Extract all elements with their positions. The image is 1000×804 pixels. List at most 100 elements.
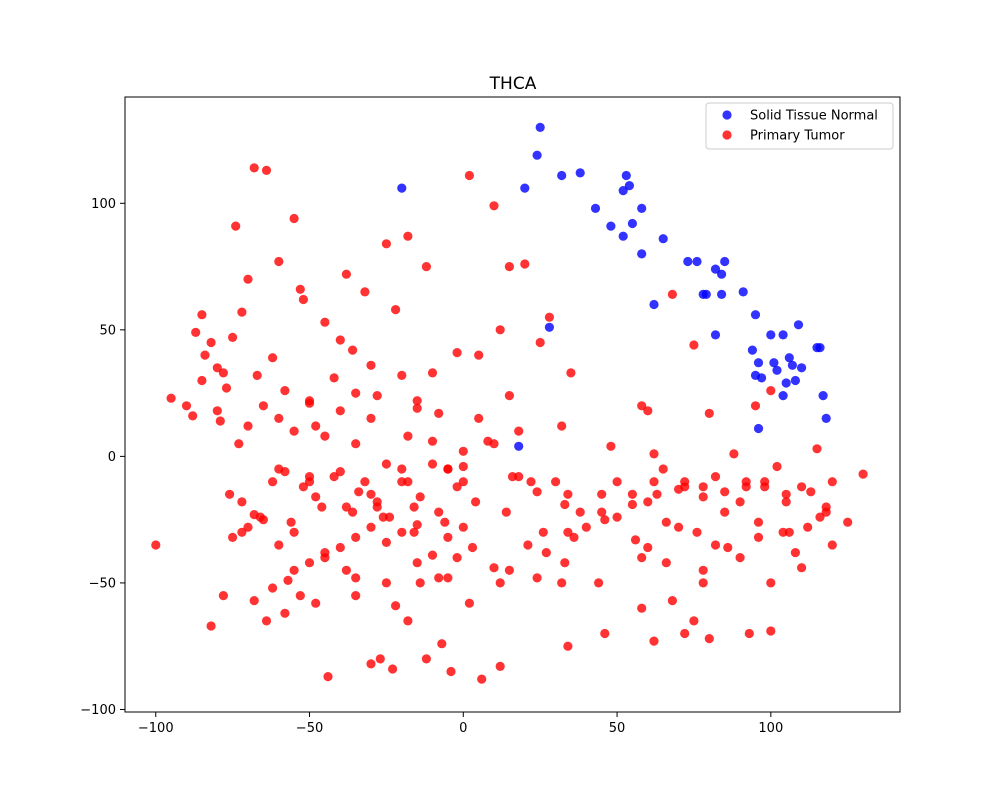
data-point (295, 591, 305, 601)
data-point (729, 449, 739, 459)
data-point (815, 512, 825, 522)
data-point (243, 522, 253, 532)
data-point (434, 573, 444, 583)
x-tick-label: −100 (138, 721, 174, 736)
data-point (704, 408, 714, 418)
data-point (268, 583, 278, 593)
data-point (341, 565, 351, 575)
data-point (747, 345, 758, 355)
data-point (351, 591, 361, 601)
data-point (821, 413, 831, 423)
data-point (717, 269, 727, 279)
data-point (206, 621, 216, 631)
data-point (243, 421, 253, 431)
data-point (218, 591, 228, 601)
data-point (812, 444, 822, 454)
data-point (637, 249, 647, 259)
data-point (495, 578, 505, 588)
data-point (471, 497, 481, 507)
data-point (766, 330, 776, 340)
data-point (151, 540, 161, 550)
data-point (551, 477, 561, 487)
data-point (627, 489, 638, 499)
data-point (298, 294, 308, 305)
data-point (231, 221, 241, 231)
data-point (735, 497, 745, 507)
data-point (523, 540, 533, 550)
data-point (557, 170, 567, 181)
data-point (415, 578, 425, 588)
y-tick-label: 0 (108, 450, 116, 465)
data-point (421, 262, 431, 272)
data-point (443, 573, 453, 583)
data-point (452, 553, 462, 563)
data-point (720, 256, 730, 267)
data-point (366, 659, 376, 669)
data-point (772, 365, 782, 375)
data-point (381, 239, 391, 249)
data-point (464, 170, 474, 181)
data-point (778, 330, 788, 340)
legend: Solid Tissue Normal Primary Tumor (705, 102, 894, 150)
data-point (467, 542, 478, 553)
data-point (563, 489, 573, 499)
data-point (520, 259, 530, 269)
data-point (495, 661, 505, 672)
data-point (464, 598, 474, 608)
data-point (289, 565, 299, 575)
data-point (600, 628, 610, 639)
y-tick-label: 50 (99, 323, 116, 338)
data-point (597, 507, 607, 517)
data-point (781, 497, 791, 507)
data-point (720, 507, 730, 517)
data-point (458, 522, 468, 532)
data-point (757, 373, 767, 383)
data-point (237, 527, 247, 537)
data-point (744, 628, 754, 639)
data-point (661, 517, 671, 527)
data-point (818, 391, 828, 401)
legend-label: Primary Tumor (750, 129, 845, 144)
data-point (412, 403, 422, 413)
data-point (689, 616, 699, 626)
data-point (366, 522, 376, 532)
data-point (658, 234, 668, 244)
data-point (692, 527, 702, 537)
data-point (489, 563, 499, 573)
data-point (843, 517, 853, 527)
data-point (274, 256, 284, 267)
data-point (557, 421, 567, 431)
points-layer (151, 122, 868, 684)
data-point (766, 578, 776, 588)
data-point (710, 264, 721, 274)
data-point (212, 363, 222, 373)
series-1 (151, 163, 868, 684)
data-point (286, 517, 296, 527)
data-point (320, 317, 330, 327)
data-point (366, 489, 376, 499)
data-point (274, 413, 284, 423)
data-point (501, 507, 511, 517)
data-point (412, 396, 422, 406)
data-point (249, 163, 259, 173)
data-point (661, 558, 671, 568)
data-point (409, 527, 419, 537)
data-point (538, 527, 548, 537)
x-tick-label: 100 (758, 721, 783, 736)
data-point (397, 183, 407, 193)
data-point (489, 201, 499, 211)
data-point (753, 358, 764, 368)
data-point (612, 512, 622, 522)
data-point (403, 231, 413, 241)
data-point (323, 672, 333, 682)
data-point (243, 274, 253, 284)
data-point (544, 322, 555, 332)
data-point (741, 477, 751, 487)
data-point (643, 406, 653, 416)
data-point (311, 421, 321, 431)
data-point (600, 515, 610, 525)
data-point (557, 578, 567, 588)
data-point (793, 320, 804, 330)
data-point (477, 674, 487, 684)
